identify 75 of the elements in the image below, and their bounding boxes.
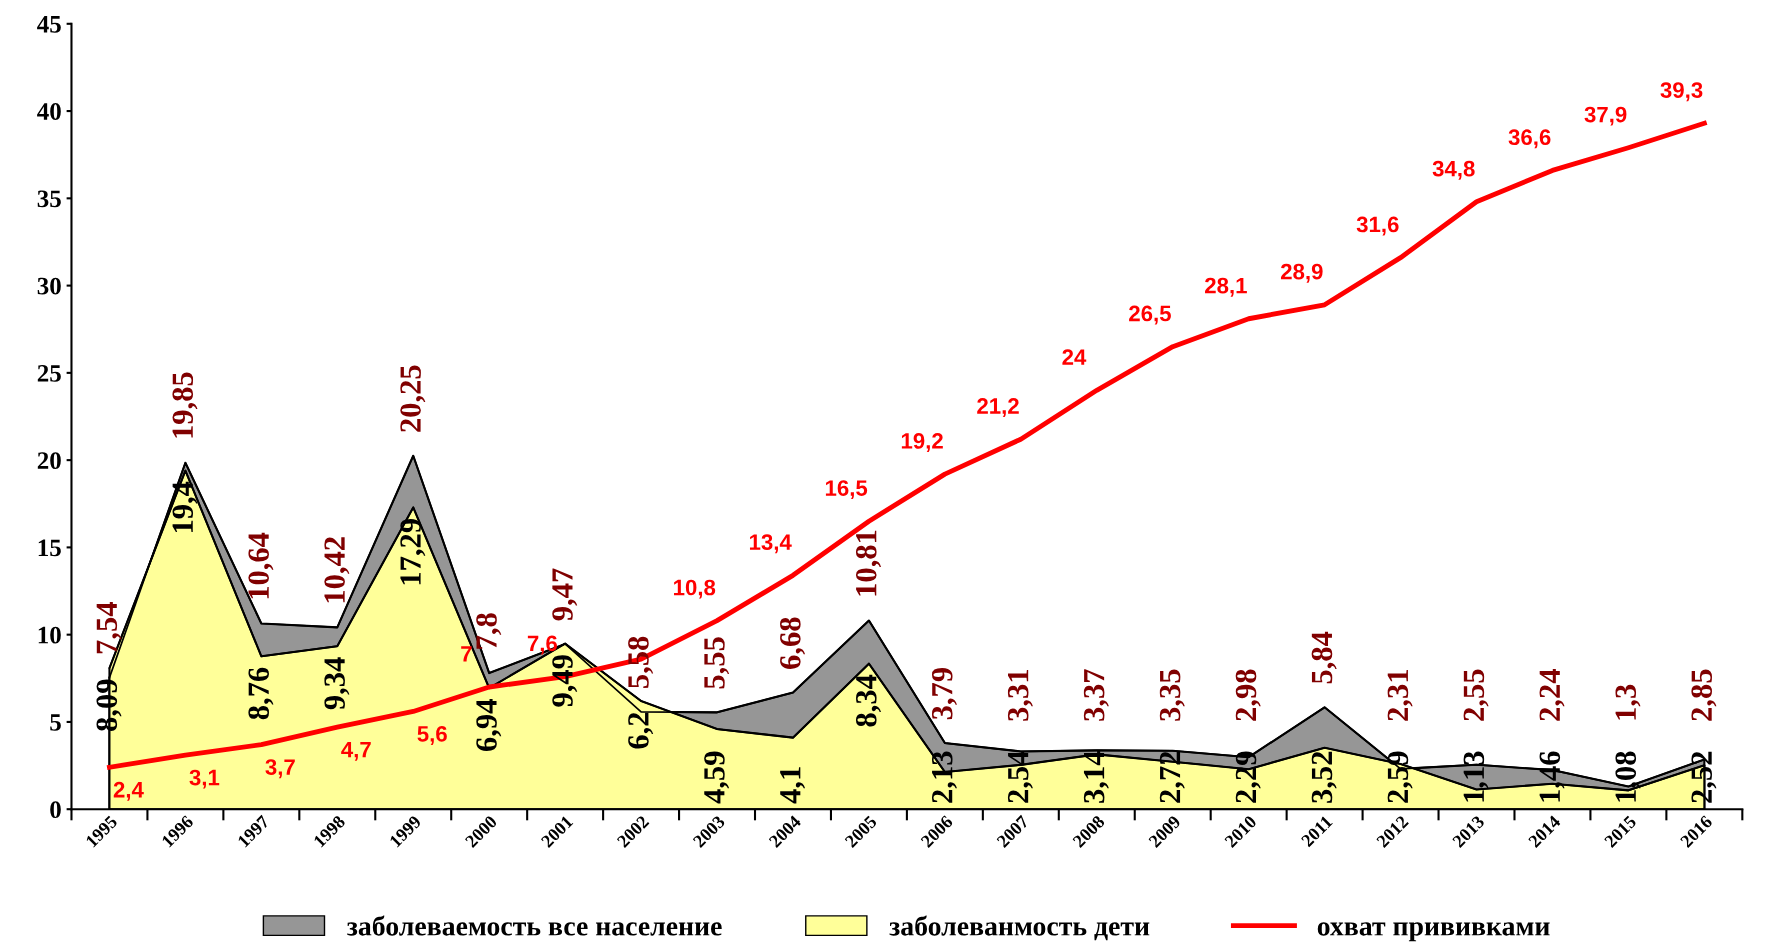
- data-label: 9,34: [324, 657, 350, 710]
- y-tick-label: 30: [37, 277, 61, 295]
- data-label: 19,4: [172, 481, 198, 533]
- data-label: 3,35: [1159, 669, 1185, 721]
- data-label: 19,85: [172, 372, 198, 438]
- data-label: 24: [1062, 349, 1087, 365]
- y-tick-label: 20: [37, 452, 61, 470]
- data-label: 6,94: [476, 699, 502, 751]
- data-label: 1,08: [1615, 751, 1641, 802]
- data-label: 10,81: [855, 530, 882, 596]
- y-tick-label: 0: [50, 801, 61, 819]
- data-label: 10,64: [248, 532, 274, 599]
- data-label: 21,2: [977, 398, 1019, 418]
- data-label: 1,13: [1463, 751, 1489, 802]
- data-label: 2,52: [1691, 751, 1717, 803]
- data-label: 2,13: [931, 751, 957, 803]
- data-label: 36,6: [1508, 129, 1551, 149]
- data-label: 5,84: [1311, 631, 1337, 684]
- data-label: 8,34: [855, 674, 882, 727]
- data-label: 28,1: [1205, 277, 1247, 297]
- data-label: 1,3: [1615, 684, 1641, 720]
- x-tick-label: 2011: [1300, 815, 1333, 848]
- data-label: 4,7: [341, 741, 371, 761]
- data-label: 2,31: [1387, 670, 1413, 721]
- data-label: 2,54: [1007, 751, 1033, 803]
- data-label: 31,6: [1356, 216, 1399, 236]
- data-label: 2,72: [1159, 751, 1185, 803]
- y-tick-label: 5: [50, 714, 61, 731]
- y-tick-label: 40: [37, 103, 61, 120]
- data-label: 3,37: [1083, 669, 1109, 721]
- data-label: 2,55: [1463, 669, 1489, 721]
- data-label: 5,6: [417, 726, 447, 745]
- data-label: 8,09: [96, 679, 122, 731]
- data-label: 34,8: [1432, 160, 1475, 180]
- data-label: 4,1: [780, 767, 806, 804]
- y-tick-label: 25: [37, 364, 61, 382]
- data-label: 6,2: [628, 712, 654, 749]
- y-tick-label: 45: [37, 16, 61, 33]
- y-tick-label: 35: [37, 190, 61, 208]
- data-label: 2,98: [1235, 669, 1261, 721]
- data-label: 5,58: [628, 636, 654, 688]
- data-label: 16,5: [825, 480, 868, 500]
- data-label: 3,52: [1311, 751, 1337, 803]
- data-label: 3,31: [1007, 670, 1033, 721]
- data-label: 9,49: [552, 655, 578, 707]
- legend-label: заболеваемость все население: [347, 915, 722, 936]
- data-label: 7,6: [527, 635, 557, 655]
- data-label: 2,4: [113, 781, 144, 801]
- data-label: 7: [461, 646, 472, 662]
- data-label: 8,76: [248, 667, 274, 720]
- legend-label: заболеванмость дети: [889, 915, 1150, 941]
- data-label: 5,55: [704, 637, 730, 689]
- data-label: 2,85: [1691, 669, 1717, 721]
- data-label: 3,7: [265, 759, 295, 779]
- y-tick-label: 10: [38, 626, 61, 644]
- data-label: 4,59: [704, 751, 730, 804]
- data-label: 13,4: [749, 534, 792, 554]
- data-label: 19,2: [901, 433, 943, 452]
- data-label: 20,25: [400, 365, 426, 432]
- data-label: 6,68: [780, 617, 806, 669]
- data-label: 2,24: [1539, 669, 1565, 721]
- data-label: 17,29: [400, 519, 426, 585]
- data-label: 26,5: [1129, 305, 1171, 325]
- data-label: 3,79: [931, 667, 957, 720]
- data-label: 39,3: [1660, 82, 1703, 102]
- data-label: 37,9: [1584, 106, 1627, 126]
- data-label: 9,47: [552, 568, 578, 621]
- data-label: 3,1: [189, 769, 220, 789]
- y-tick-label: 15: [38, 539, 61, 557]
- data-label: 28,9: [1280, 263, 1323, 283]
- data-label: 7,54: [96, 602, 122, 654]
- data-label: 10,42: [324, 537, 350, 603]
- data-label: 10,8: [674, 579, 716, 599]
- legend-label: охват прививками: [1317, 922, 1550, 942]
- data-label: 7,8: [476, 613, 502, 649]
